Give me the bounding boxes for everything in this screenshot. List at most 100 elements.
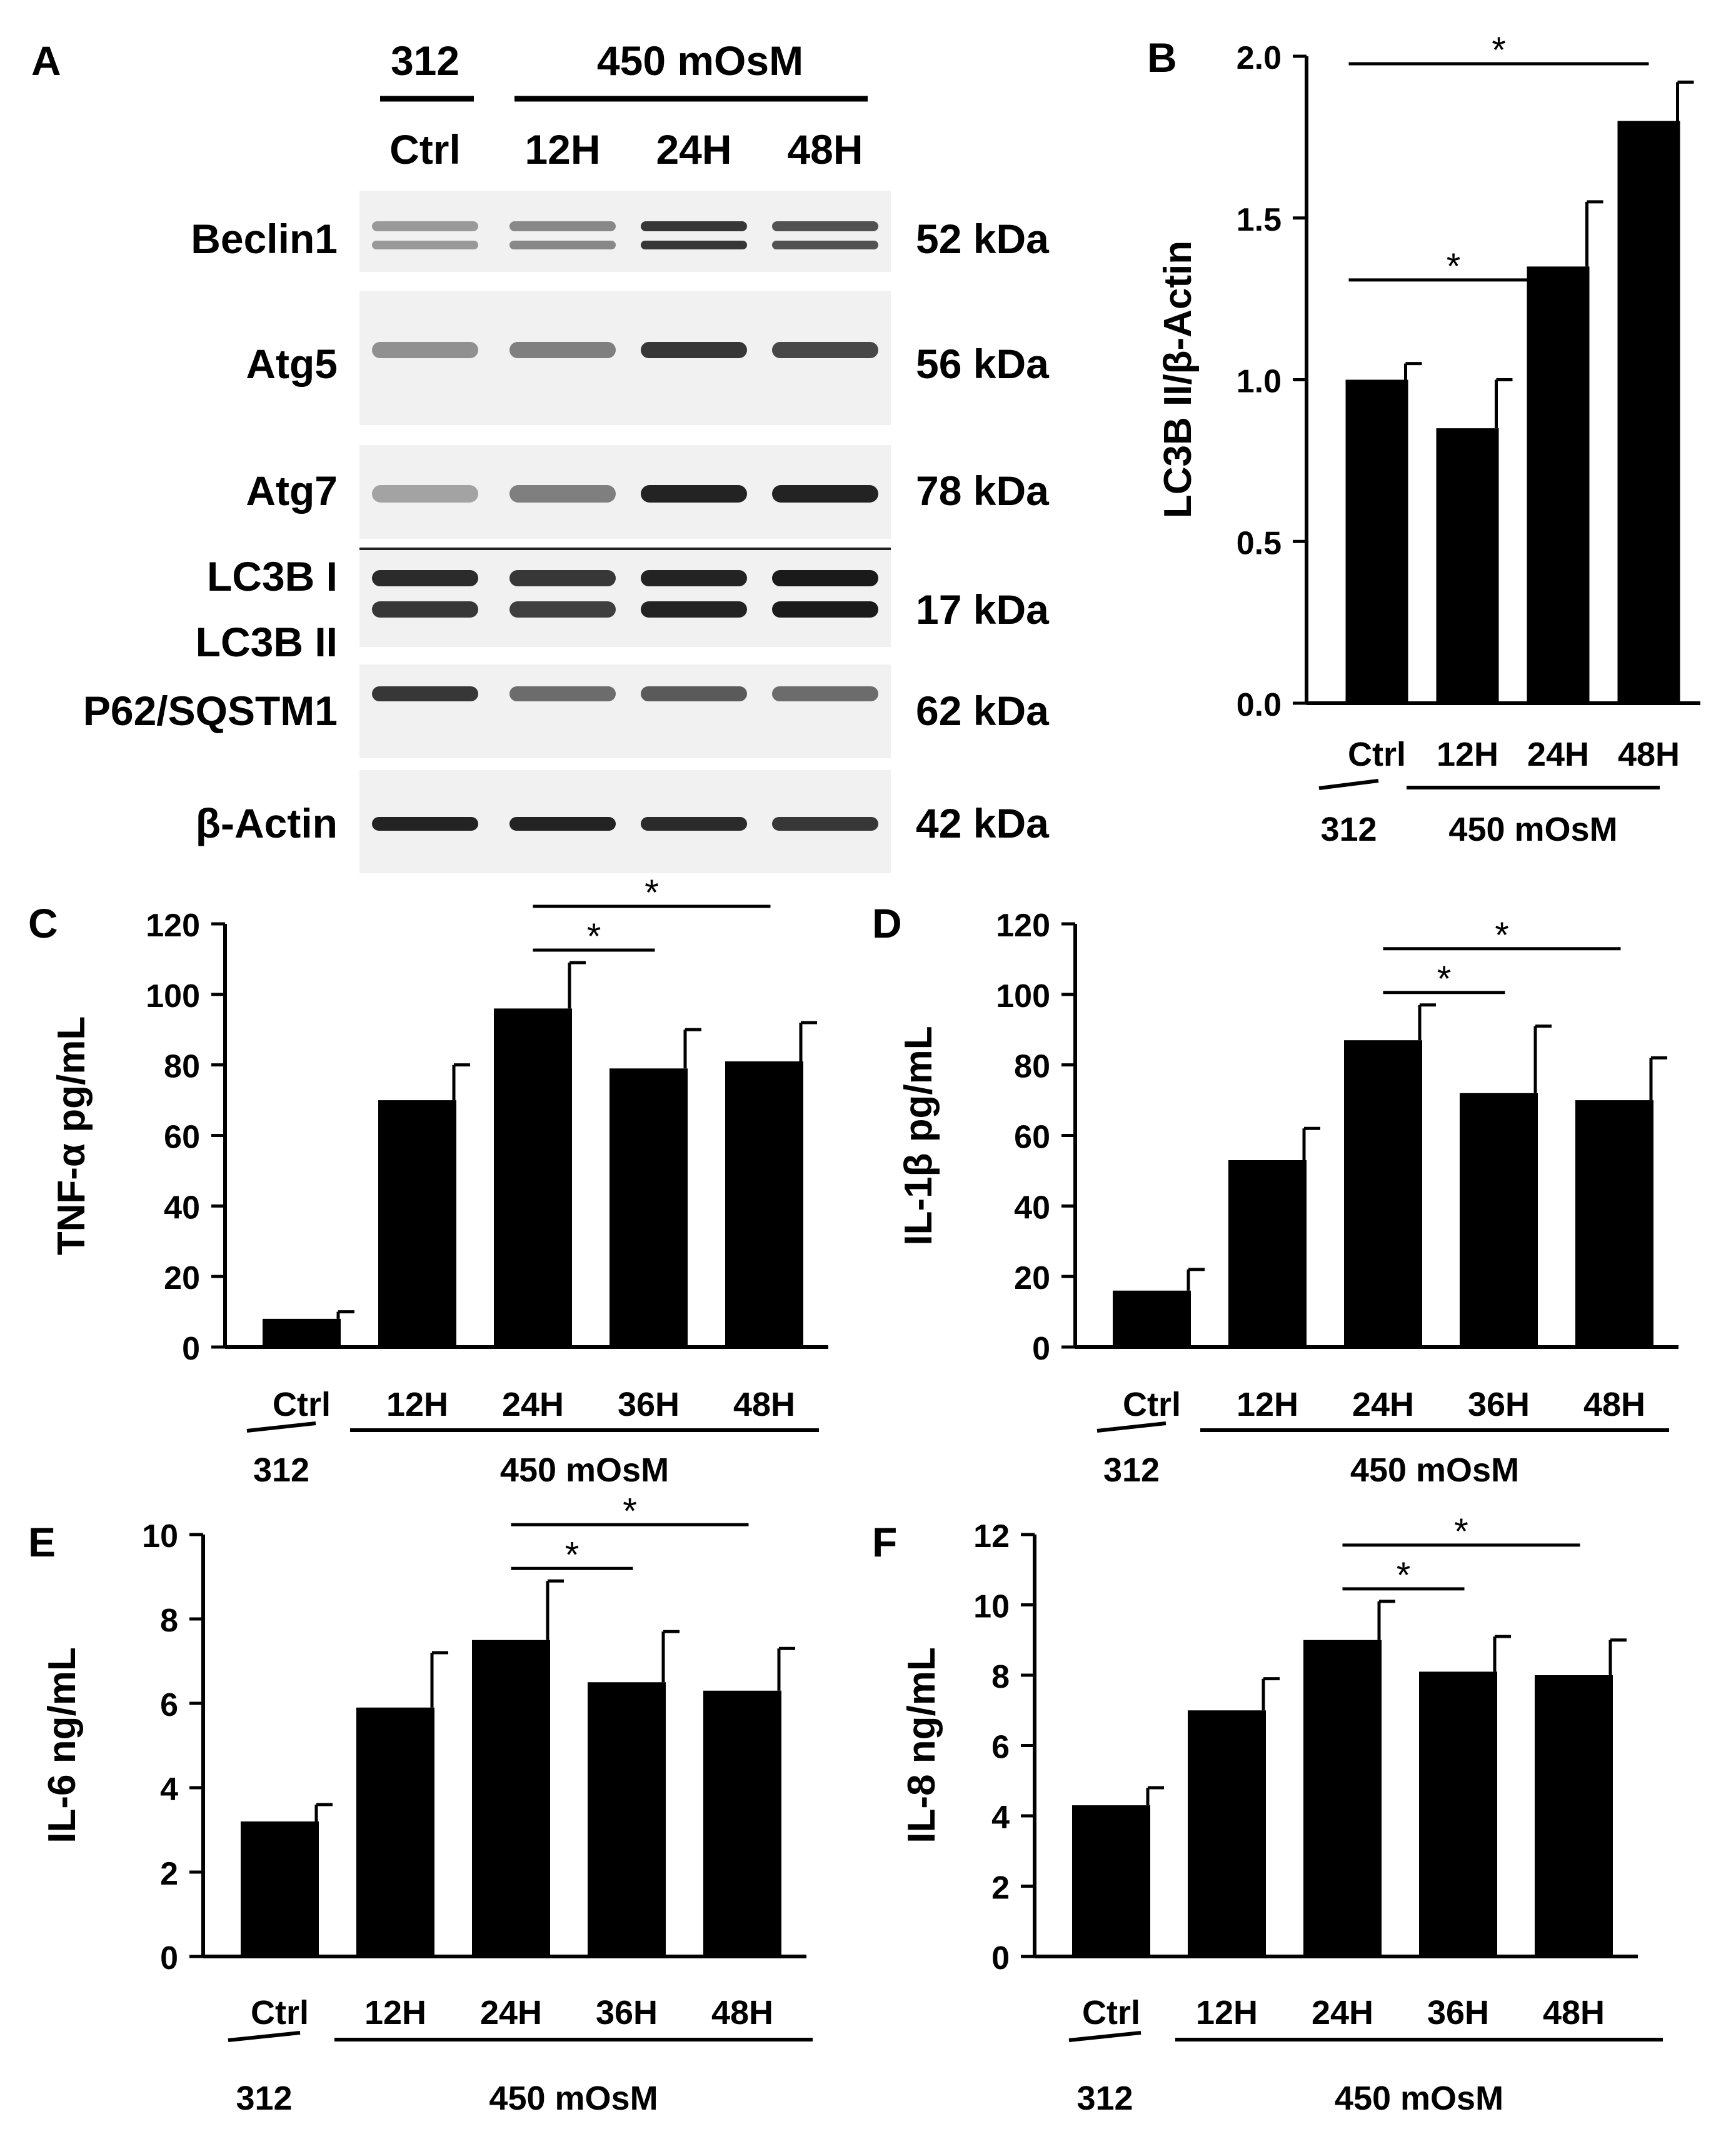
y-tick-label: 1.0	[1237, 364, 1282, 400]
blot-band	[372, 570, 478, 586]
blot-protein-label: Atg5	[246, 341, 338, 387]
bar	[1436, 428, 1499, 703]
group-ctrl-label: 312	[1103, 1451, 1160, 1489]
panel-f-chart: F 0 2 4 6 8 10 12 IL-8 ng/mL * * Ctrl 12H 24H 36H 48H 31…	[872, 1511, 1663, 2117]
x-tick-label: 48H	[733, 1386, 795, 1423]
group-ctrl-line	[1096, 1421, 1167, 1433]
x-tick-label: 12H	[1237, 1386, 1298, 1423]
panel-d-chart: D 0 20 40 60 80 100 120 IL-1β pg/mL * * Ctrl 12H 24H 3…	[872, 900, 1678, 1489]
y-tick-label: 60	[1014, 1120, 1050, 1156]
group-treat-label: 450 mOsM	[489, 2080, 658, 2117]
blot-protein-label: P62/SQSTM1	[83, 688, 338, 734]
y-tick-label: 0	[1032, 1331, 1050, 1367]
panel-label: E	[28, 1519, 56, 1565]
x-tick-label: 24H	[1527, 736, 1589, 773]
blot-size-label: 78 kDa	[916, 468, 1050, 514]
significance-star: *	[1495, 915, 1509, 956]
y-axis-label: LC3B II/β-Actin	[1156, 241, 1200, 518]
blot-band	[641, 686, 747, 701]
bar	[1188, 1710, 1266, 1956]
group-treat-label: 450 mOsM	[1350, 1451, 1519, 1489]
blot-band	[372, 817, 478, 831]
bar	[1072, 1805, 1150, 1956]
y-tick-label: 80	[1014, 1049, 1050, 1085]
y-tick-label: 10	[973, 1589, 1010, 1625]
x-tick-label: 12H	[364, 1994, 426, 2031]
bar	[1535, 1675, 1613, 1956]
x-tick-label: 48H	[711, 1994, 773, 2031]
x-tick-label: 24H	[1312, 1994, 1373, 2031]
bar	[378, 1100, 456, 1347]
y-tick-label: 100	[146, 978, 200, 1014]
significance-star: *	[623, 1491, 637, 1531]
y-tick-label: 0.5	[1237, 525, 1282, 561]
blot-protein-label: β-Actin	[196, 800, 338, 846]
blot-band	[641, 601, 747, 618]
blot-band	[772, 817, 878, 831]
bar	[263, 1318, 341, 1347]
blot-band	[641, 221, 747, 231]
blot-band	[641, 342, 747, 358]
blot-band	[372, 342, 478, 358]
significance-star: *	[1492, 30, 1506, 71]
panel-c-chart: C 0 20 40 60 80 100 120 TNF-α pg/mL * * Ctrl 12H 24H 3…	[28, 873, 828, 1489]
y-tick-label: 0	[991, 1940, 1010, 1976]
x-tick-label: 12H	[1196, 1994, 1258, 2031]
x-tick-label: 36H	[596, 1994, 658, 2031]
bar	[1575, 1100, 1653, 1347]
blot-band	[372, 686, 478, 701]
blot-atg7: Atg7 78 kDa	[246, 445, 1050, 539]
x-tick-label: 24H	[1352, 1386, 1414, 1423]
blot-bands	[372, 570, 878, 618]
panel-a: A 312 450 mOsM Ctrl 12H 24H 48H Beclin1 …	[31, 38, 1050, 873]
y-tick-label: 60	[164, 1120, 200, 1156]
x-tick-label: Ctrl	[1348, 736, 1406, 773]
blot-band	[641, 817, 747, 831]
lane-label: Ctrl	[389, 126, 461, 173]
y-tick-label: 0	[182, 1331, 200, 1367]
y-tick-label: 2.0	[1237, 40, 1282, 76]
blot-band	[372, 221, 478, 231]
blot-protein-label: LC3B I	[207, 553, 338, 599]
group-ctrl-line	[1318, 779, 1379, 790]
blot-size-label: 62 kDa	[916, 688, 1050, 734]
group-ctrl-label: 312	[1320, 811, 1377, 848]
x-tick-label: 36H	[618, 1386, 680, 1423]
x-tick-label: 48H	[1543, 1994, 1605, 2031]
blot-band	[772, 221, 878, 231]
x-tick-label: Ctrl	[273, 1386, 331, 1423]
group-ctrl-label: 312	[1076, 2080, 1133, 2117]
panel-label: D	[872, 900, 902, 946]
x-tick-label: 12H	[1437, 736, 1498, 773]
panel-label: B	[1147, 34, 1177, 81]
blot-bands	[372, 485, 878, 503]
lane-label: 48H	[787, 126, 863, 173]
x-tick-label: Ctrl	[1082, 1994, 1140, 2031]
blot-band	[509, 342, 616, 358]
y-tick-label: 1.5	[1237, 202, 1282, 238]
bar	[241, 1821, 319, 1956]
blot-band	[772, 241, 878, 249]
bar	[1344, 1040, 1422, 1347]
bar	[725, 1061, 803, 1347]
y-tick-label: 2	[991, 1870, 1010, 1906]
blot-band	[509, 686, 616, 701]
bar	[1419, 1671, 1497, 1956]
group-ctrl-label: 312	[253, 1451, 309, 1489]
blot-size-label: 42 kDa	[916, 800, 1050, 846]
x-tick-label: Ctrl	[1123, 1386, 1181, 1423]
significance-star: *	[1397, 1555, 1411, 1596]
blot-band	[509, 241, 616, 249]
y-tick-label: 120	[146, 908, 200, 944]
y-tick-label: 12	[973, 1518, 1010, 1555]
blot-protein-label: Beclin1	[191, 216, 338, 262]
y-tick-label: 8	[991, 1659, 1010, 1695]
blot-lc3b: LC3B I LC3B II 17 kDa	[196, 547, 1050, 665]
y-tick-label: 40	[164, 1190, 200, 1226]
y-tick-label: 80	[164, 1049, 200, 1085]
bar	[1228, 1160, 1307, 1347]
x-tick-label: Ctrl	[251, 1994, 309, 2031]
y-axis-label: IL-6 ng/mL	[41, 1647, 84, 1843]
panel-a-label: A	[31, 38, 61, 84]
panel-b-chart: B 0.0 0.5 1.0 1.5 2.0 LC3B II/β-Actin * * Ctrl 12H…	[1147, 30, 1700, 848]
